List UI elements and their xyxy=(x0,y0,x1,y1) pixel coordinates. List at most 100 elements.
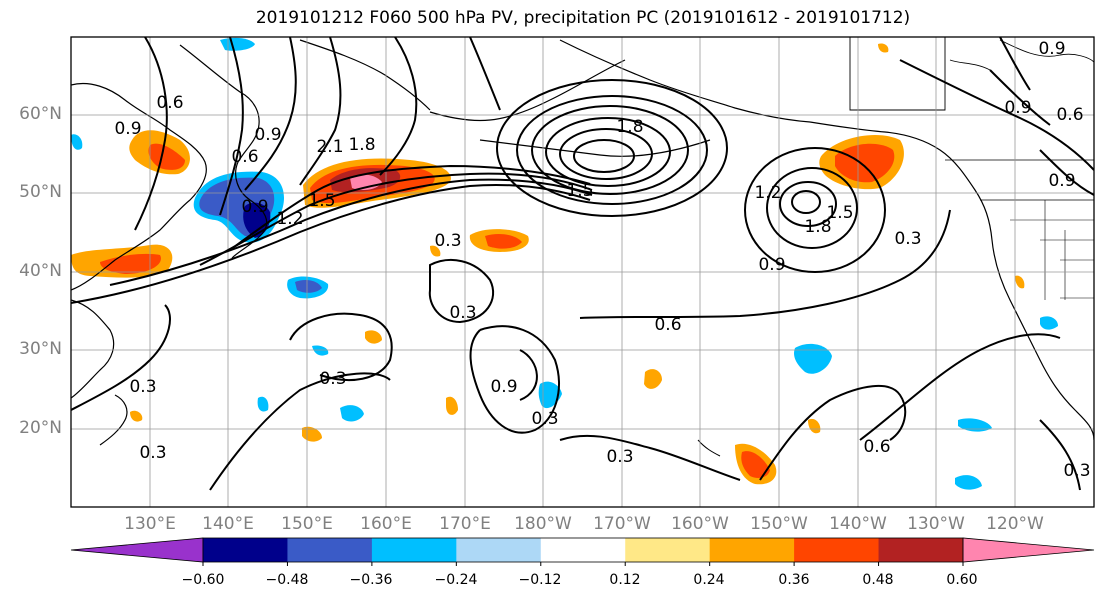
colorbar-tick-label: 0.60 xyxy=(946,572,978,588)
precip-positive-blob xyxy=(130,410,143,422)
contour-label: 0.6 xyxy=(231,147,258,167)
colorbar-tick-label: 0.36 xyxy=(778,572,810,588)
contour-label: 0.3 xyxy=(129,377,156,397)
colorbar-tick-label: −0.60 xyxy=(181,572,225,588)
colorbar-tick-label: −0.48 xyxy=(265,572,309,588)
lon-label-170e: 170°E xyxy=(439,514,491,534)
contour-label: 0.3 xyxy=(894,229,921,249)
contour-label: 1.5 xyxy=(826,203,853,223)
precip-negative-blob xyxy=(220,37,255,51)
contour-label: 0.6 xyxy=(156,93,183,113)
contour-label: 0.9 xyxy=(490,377,517,397)
colorbar-segment xyxy=(540,538,626,562)
colorbar-outline xyxy=(202,537,964,563)
map-title: 2019101212 F060 500 hPa PV, precipitatio… xyxy=(255,8,911,28)
contour-label: 0.9 xyxy=(1048,171,1075,191)
precipitation-shading xyxy=(71,37,1058,490)
precip-negative-blob xyxy=(1040,316,1058,330)
precip-negative-blob xyxy=(794,343,832,374)
coastlines xyxy=(71,37,1094,457)
colorbar-segment xyxy=(625,538,711,562)
contour-label: 0.6 xyxy=(1056,105,1083,125)
precip-negative-blob xyxy=(955,475,982,490)
contour-label: 0.3 xyxy=(1063,461,1090,481)
contour-label: 0.3 xyxy=(319,369,346,389)
contour-label: 1.2 xyxy=(276,209,303,229)
colorbar-tick-label: −0.24 xyxy=(434,572,478,588)
colorbar-segment xyxy=(878,538,964,562)
contour-label: 1.8 xyxy=(348,135,375,155)
contour-label: 0.6 xyxy=(863,437,890,457)
precip-positive-blob xyxy=(808,418,821,434)
contour-label: 0.3 xyxy=(139,443,166,463)
colorbar-segment xyxy=(203,538,288,562)
lon-label-150e: 150°E xyxy=(281,514,333,534)
contour-label: 1.2 xyxy=(754,183,781,203)
pv-contours xyxy=(71,37,1094,491)
precip-positive-blob xyxy=(430,245,441,257)
colorbar-extend-max xyxy=(962,537,1095,563)
contour-labels: 0.9 0.6 0.9 2.1 1.8 0.6 0.9 1.2 1.5 1.8 … xyxy=(114,39,1090,481)
contour-label: 0.3 xyxy=(531,409,558,429)
lon-label-120w: 120°W xyxy=(986,514,1044,534)
lon-label-150w: 150°W xyxy=(750,514,808,534)
lon-label-180w: 180°W xyxy=(514,514,572,534)
contour-label: 1.8 xyxy=(804,217,831,237)
lat-label-30n: 30°N xyxy=(19,339,62,359)
precip-negative-blob xyxy=(340,405,364,422)
lon-label-170w: 170°W xyxy=(593,514,651,534)
lon-label-130e: 130°E xyxy=(124,514,176,534)
contour-label: 1.5 xyxy=(308,191,335,211)
precip-positive-blob xyxy=(741,451,770,478)
precip-positive-blob xyxy=(644,369,662,389)
contour-label: 0.9 xyxy=(1038,39,1065,59)
precip-negative-blob xyxy=(71,134,83,150)
contour-label: 0.3 xyxy=(449,303,476,323)
lon-label-160e: 160°E xyxy=(360,514,412,534)
colorbar-tick-label: 0.24 xyxy=(693,572,725,588)
lat-label-50n: 50°N xyxy=(19,182,62,202)
contour-label: 0.6 xyxy=(654,315,681,335)
colorbar-tick-label: −0.12 xyxy=(518,572,562,588)
pv-precipitation-map: 0.9 0.6 0.9 2.1 1.8 0.6 0.9 1.2 1.5 1.8 … xyxy=(70,36,1095,508)
precip-positive-blob xyxy=(485,234,522,249)
precip-positive-blob xyxy=(878,43,889,53)
contour-label: 0.9 xyxy=(241,197,268,217)
contour-label: 0.9 xyxy=(114,119,141,139)
precip-negative-blob xyxy=(295,280,322,293)
precip-positive-blob xyxy=(446,396,458,415)
lat-label-40n: 40°N xyxy=(19,261,62,281)
precip-negative-blob xyxy=(312,345,329,356)
colorbar-segments xyxy=(70,537,1095,563)
lon-label-140e: 140°E xyxy=(202,514,254,534)
colorbar-tick-label: 0.12 xyxy=(609,572,641,588)
contour-label: 0.9 xyxy=(758,255,785,275)
precip-positive-blob xyxy=(835,143,895,183)
contour-label: 1.5 xyxy=(566,181,593,201)
precip-positive-blob xyxy=(148,143,185,170)
precip-negative-blob xyxy=(257,396,269,412)
contour-label: 0.9 xyxy=(254,125,281,145)
colorbar-segment xyxy=(287,538,373,562)
contour-label: 0.3 xyxy=(434,231,461,251)
precip-positive-blob xyxy=(365,330,382,344)
colorbar-segment xyxy=(794,538,880,562)
colorbar-tick-label: 0.48 xyxy=(862,572,894,588)
lon-label-140w: 140°W xyxy=(829,514,887,534)
map-frame xyxy=(70,36,1095,508)
colorbar-segment xyxy=(456,538,542,562)
precip-positive-blob xyxy=(1015,275,1025,289)
contour-label: 2.1 xyxy=(316,137,343,157)
lon-label-160w: 160°W xyxy=(671,514,729,534)
contour-label: 0.3 xyxy=(606,447,633,467)
colorbar-tick-label: −0.36 xyxy=(349,572,393,588)
colorbar-extend-min xyxy=(70,537,204,563)
lat-label-20n: 20°N xyxy=(19,418,62,438)
precip-negative-blob xyxy=(958,418,992,432)
colorbar-segment xyxy=(371,538,457,562)
contour-label: 1.8 xyxy=(616,117,643,137)
lat-label-60n: 60°N xyxy=(19,104,62,124)
contour-label: 0.9 xyxy=(1004,98,1031,118)
lon-label-130w: 130°W xyxy=(907,514,965,534)
precip-positive-blob xyxy=(100,253,161,274)
